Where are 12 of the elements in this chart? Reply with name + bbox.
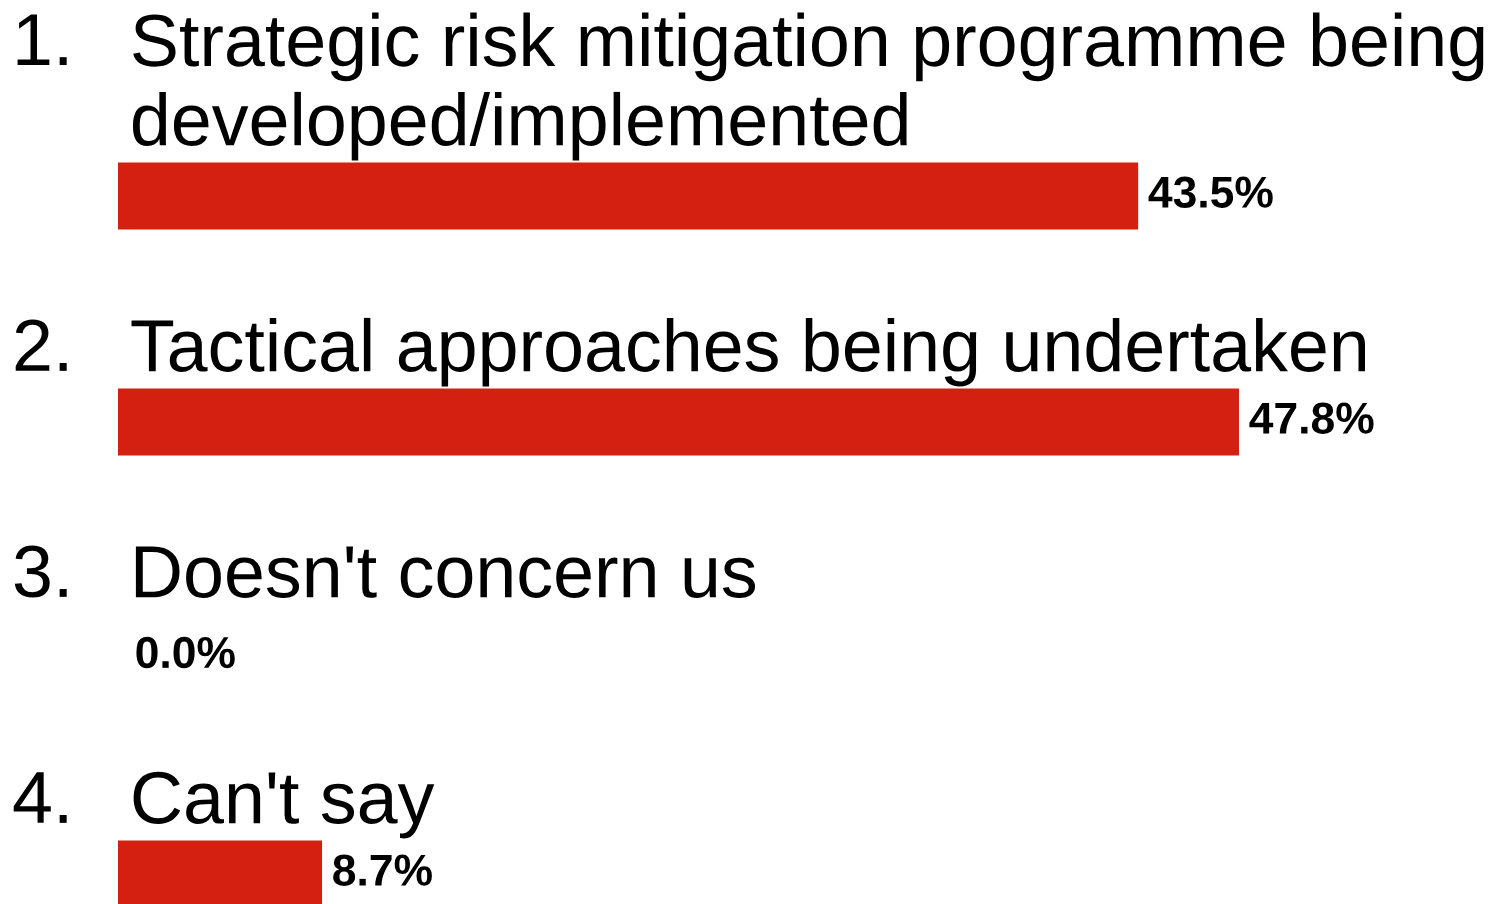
data-label: 47.8%: [1249, 402, 1374, 434]
y-tick-label: Strategic risk mitigation programme being developed/implemented: [132, 12, 1484, 161]
data-label: 0.0%: [136, 636, 235, 669]
y-tick-label: Tactical approaches being undertaken: [131, 317, 1366, 387]
data-label: 8.7%: [333, 854, 432, 886]
text: 4.: [13, 772, 67, 823]
y-tick-label: Can't say: [133, 771, 435, 839]
text: 2.: [15, 319, 67, 371]
text: 3.: [14, 545, 67, 598]
y-tick-label: Doesn't concern us: [135, 546, 756, 598]
data-label: 43.5%: [1148, 176, 1273, 208]
text: 1.: [17, 14, 67, 66]
